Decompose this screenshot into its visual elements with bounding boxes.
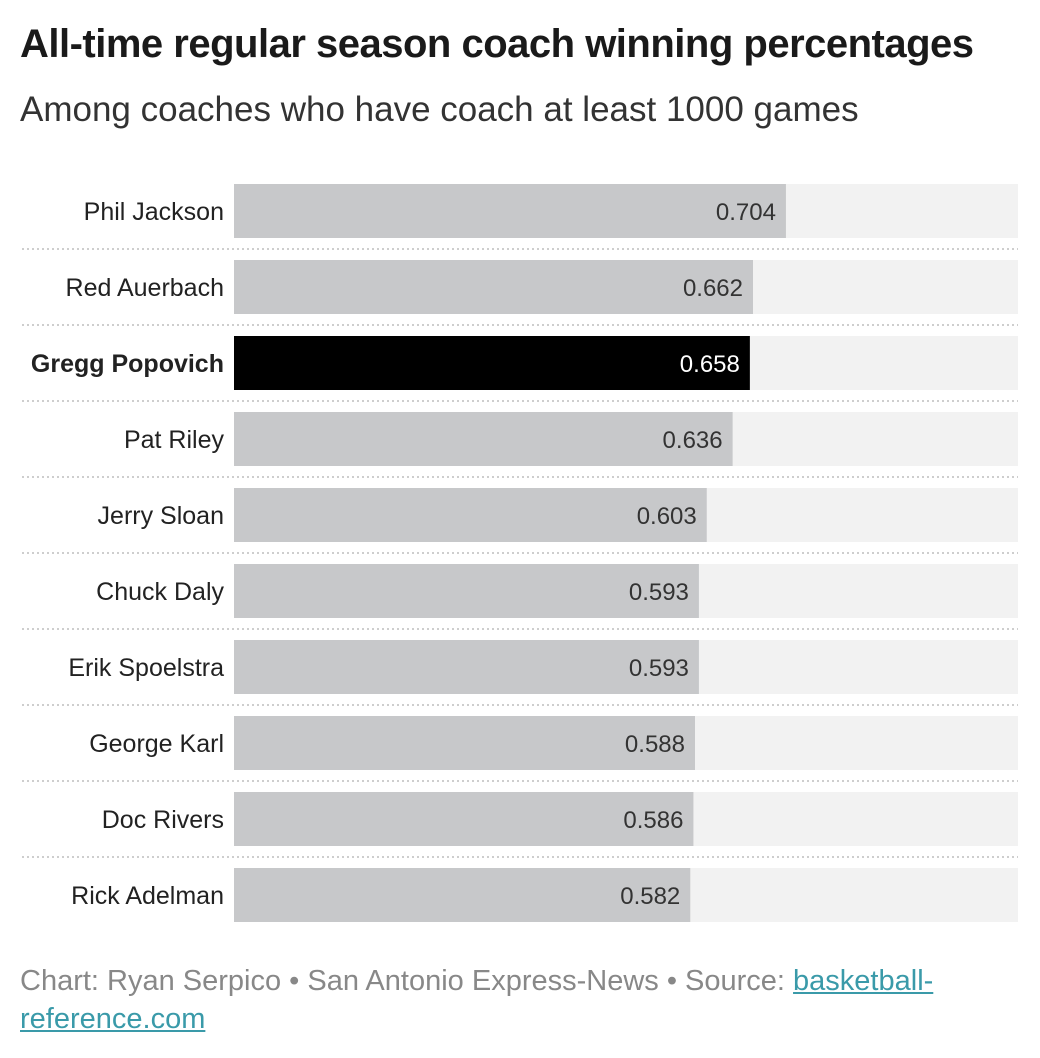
chart-subtitle: Among coaches who have coach at least 10… (20, 90, 859, 129)
chart-title: All-time regular season coach winning pe… (20, 22, 974, 66)
value-label: 0.586 (623, 807, 683, 834)
category-label: Chuck Daly (96, 578, 224, 606)
bar (234, 336, 750, 390)
chart-footer: Chart: Ryan Serpico • San Antonio Expres… (20, 962, 980, 1038)
category-label: Pat Riley (124, 426, 225, 454)
category-label: Jerry Sloan (98, 502, 224, 530)
category-label: George Karl (89, 730, 224, 758)
bar (234, 412, 733, 466)
value-label: 0.662 (683, 275, 743, 302)
bar (234, 868, 691, 922)
bar (234, 716, 695, 770)
footer-credit: Chart: Ryan Serpico • San Antonio Expres… (20, 965, 794, 997)
value-label: 0.603 (637, 503, 697, 530)
category-label: Gregg Popovich (31, 350, 224, 378)
value-label: 0.636 (663, 427, 723, 454)
category-label: Erik Spoelstra (68, 654, 224, 682)
bar (234, 564, 699, 618)
value-label: 0.593 (629, 655, 689, 682)
value-label: 0.658 (680, 351, 740, 378)
category-label: Rick Adelman (71, 882, 224, 910)
bar (234, 640, 699, 694)
category-label: Phil Jackson (84, 198, 224, 226)
bar-chart: Phil Jackson 0.704 Red Auerbach 0.662 Gregg … (22, 184, 1018, 922)
category-label: Doc Rivers (102, 806, 224, 834)
bar (234, 488, 707, 542)
bar (234, 184, 786, 238)
bar (234, 792, 694, 846)
source-link[interactable]: basketball-reference.com (20, 965, 934, 1035)
value-label: 0.582 (620, 883, 680, 910)
bar (234, 260, 754, 314)
value-label: 0.588 (625, 731, 685, 758)
value-label: 0.704 (716, 199, 776, 226)
value-label: 0.593 (629, 579, 689, 606)
category-label: Red Auerbach (66, 274, 224, 302)
